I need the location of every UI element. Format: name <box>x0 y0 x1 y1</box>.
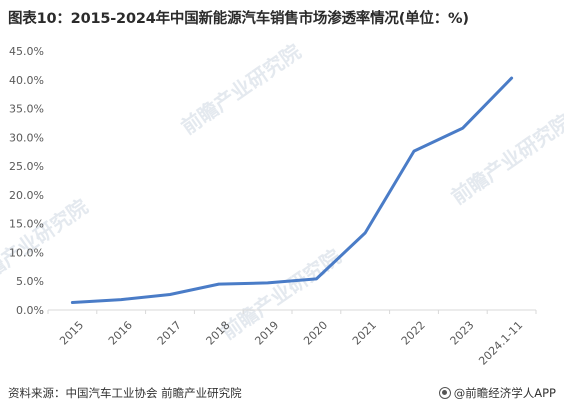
x-tick-label: 2022 <box>399 319 428 348</box>
x-tick-label: 2017 <box>155 319 184 348</box>
x-tick-label: 2016 <box>106 319 135 348</box>
x-tick-label: 2020 <box>301 319 330 348</box>
watermark-text: 前瞻产业研究院 <box>447 109 564 209</box>
brand-credit: @前瞻经济学人APP <box>438 385 556 401</box>
x-tick-label: 2015 <box>57 319 86 348</box>
x-axis: 2015 2016 2017 2018 2019 2020 2021 2022 2023 2024… <box>47 310 537 368</box>
y-tick-label: 10.0% <box>9 246 44 259</box>
x-tick-label: 2021 <box>350 319 379 348</box>
y-tick-label: 40.0% <box>9 74 44 87</box>
watermark-text: 前瞻产业研究院 <box>0 194 92 294</box>
footer: 资料来源：中国汽车工业协会 前瞻产业研究院 @前瞻经济学人APP <box>0 380 564 413</box>
source-note: 资料来源：中国汽车工业协会 前瞻产业研究院 <box>8 386 242 400</box>
y-tick-label: 30.0% <box>9 131 44 144</box>
x-tick-label: 2024.1-11 <box>476 319 525 368</box>
watermark-text: 前瞻产业研究院 <box>177 39 305 139</box>
chart-title: 图表10：2015-2024年中国新能源汽车销售市场渗透率情况(单位：%) <box>8 11 469 27</box>
y-tick-label: 15.0% <box>9 218 44 231</box>
y-tick-label: 5.0% <box>16 275 44 288</box>
y-tick-label: 25.0% <box>9 160 44 173</box>
series-line <box>70 76 514 304</box>
brand-label: @前瞻经济学人APP <box>453 386 556 400</box>
brand-logo-icon <box>438 387 451 399</box>
y-axis: 0.0% 5.0% 10.0% 15.0% 20.0% 25.0% 30.0% 35.0% 40… <box>9 45 44 317</box>
y-tick-label: 35.0% <box>9 103 44 116</box>
x-tick-label: 2023 <box>448 319 477 348</box>
y-tick-label: 0.0% <box>16 304 44 317</box>
y-tick-label: 20.0% <box>9 189 44 202</box>
y-tick-label: 45.0% <box>9 45 44 58</box>
